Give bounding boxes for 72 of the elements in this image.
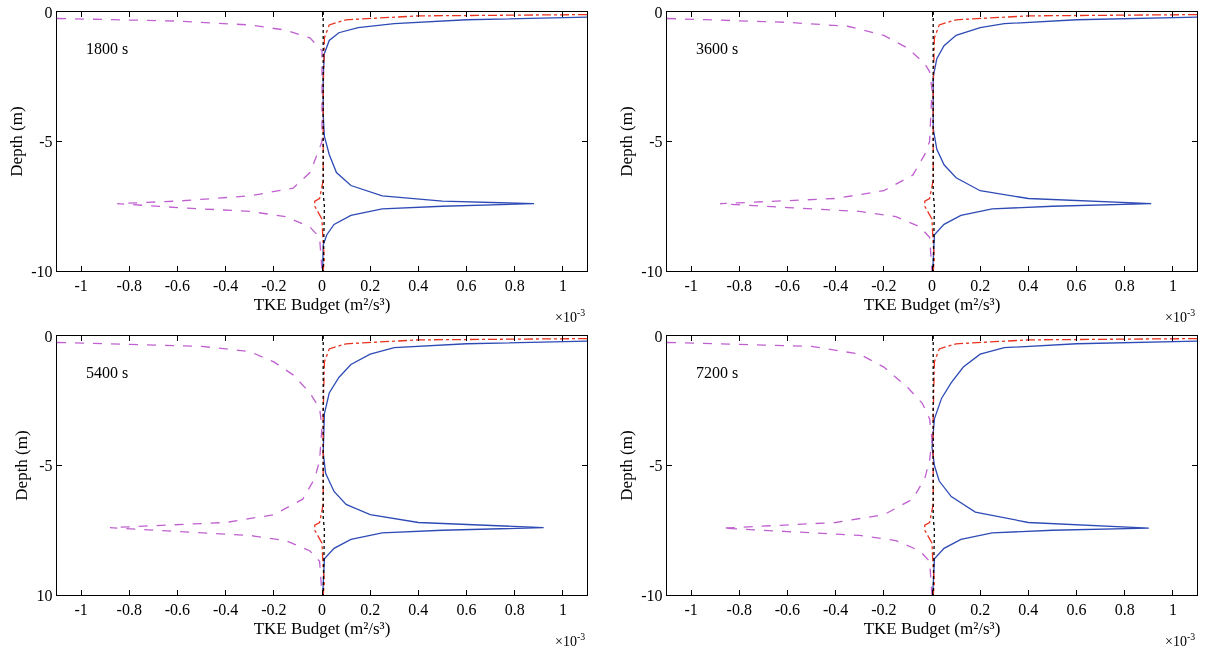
x-tick-label: -1 bbox=[684, 601, 698, 619]
y-tick-label: 0 bbox=[44, 327, 53, 345]
y-tick-label: -10 bbox=[641, 586, 663, 604]
x-tick-label: -0.6 bbox=[164, 277, 191, 295]
x-tick-label: 0 bbox=[318, 601, 326, 619]
annotation: 5400 s bbox=[86, 364, 129, 381]
x-tick-label: -0.2 bbox=[261, 277, 287, 295]
x-tick-label: -0.2 bbox=[871, 277, 897, 295]
x-tick-label: -0.4 bbox=[212, 601, 239, 619]
x-tick-label: -1 bbox=[74, 601, 88, 619]
annotation: 7200 s bbox=[696, 364, 739, 381]
y-axis-title: Depth (m) bbox=[6, 106, 26, 177]
x-tick-label: 0 bbox=[928, 601, 936, 619]
y-tick-label: -5 bbox=[39, 457, 53, 475]
x-tick-label: -0.4 bbox=[822, 277, 849, 295]
x-tick-label: 0.8 bbox=[1114, 277, 1135, 295]
x-tick-label: -1 bbox=[74, 277, 88, 295]
x-tick-label: 0.6 bbox=[456, 277, 477, 295]
x-tick-label: -0.8 bbox=[116, 277, 142, 295]
x-tick-label: 0.2 bbox=[360, 277, 381, 295]
x-tick-label: -0.8 bbox=[726, 601, 752, 619]
x-tick-label: 0.2 bbox=[360, 601, 381, 619]
x-axis-title: TKE Budget (m²/s³) bbox=[863, 294, 1001, 314]
x-axis-title: TKE Budget (m²/s³) bbox=[253, 294, 391, 314]
y-tick-label: 0 bbox=[654, 327, 663, 345]
x-tick-label: 1 bbox=[558, 601, 567, 619]
x-tick-label: 1 bbox=[1168, 601, 1177, 619]
x-tick-label: 0.8 bbox=[1114, 601, 1135, 619]
x-tick-label: 0.2 bbox=[970, 277, 991, 295]
x-tick-label: -0.6 bbox=[164, 601, 191, 619]
y-axis-title: Depth (m) bbox=[616, 106, 636, 177]
x-tick-label: 0.8 bbox=[504, 277, 525, 295]
text: ×10$^{-3}$ bbox=[555, 631, 586, 648]
annotation: 3600 s bbox=[696, 40, 739, 57]
y-tick-label: -10 bbox=[31, 262, 53, 280]
x-tick-label: -0.8 bbox=[116, 601, 142, 619]
x-tick-label: -1 bbox=[684, 277, 698, 295]
text: ×10$^{-3}$ bbox=[555, 307, 586, 325]
x-tick-label: -0.8 bbox=[726, 277, 752, 295]
x-tick-label: -0.2 bbox=[261, 601, 287, 619]
y-tick-label: 10 bbox=[36, 586, 53, 604]
x-tick-label: 0.4 bbox=[408, 277, 429, 295]
x-tick-label: -0.2 bbox=[871, 601, 897, 619]
x-tick-label: -0.6 bbox=[774, 601, 801, 619]
x-tick-label: 1 bbox=[558, 277, 567, 295]
x-axis-title: TKE Budget (m²/s³) bbox=[253, 618, 391, 638]
y-axis-title: Depth (m) bbox=[616, 430, 636, 501]
x-tick-label: 1 bbox=[1168, 277, 1177, 295]
x-tick-label: -0.4 bbox=[212, 277, 239, 295]
y-tick-label: -5 bbox=[649, 457, 663, 475]
text: ×10$^{-3}$ bbox=[1165, 307, 1196, 325]
y-tick-label: 0 bbox=[44, 3, 53, 21]
annotation: 1800 s bbox=[86, 40, 129, 57]
y-tick-label: -5 bbox=[649, 133, 663, 151]
x-axis-title: TKE Budget (m²/s³) bbox=[863, 618, 1001, 638]
y-tick-label: 0 bbox=[654, 3, 663, 21]
x-tick-label: 0.6 bbox=[1066, 277, 1087, 295]
text: ×10$^{-3}$ bbox=[1165, 631, 1196, 648]
x-tick-label: -0.6 bbox=[774, 277, 801, 295]
x-tick-label: 0.4 bbox=[1018, 601, 1039, 619]
x-tick-label: 0 bbox=[318, 277, 326, 295]
x-tick-label: 0 bbox=[928, 277, 936, 295]
x-tick-label: -0.4 bbox=[822, 601, 849, 619]
x-tick-label: 0.4 bbox=[408, 601, 429, 619]
y-tick-label: -5 bbox=[39, 133, 53, 151]
x-tick-label: 0.4 bbox=[1018, 277, 1039, 295]
x-tick-label: 0.6 bbox=[456, 601, 477, 619]
y-axis-title: Depth (m) bbox=[12, 430, 32, 501]
y-tick-label: -10 bbox=[641, 262, 663, 280]
x-tick-label: 0.2 bbox=[970, 601, 991, 619]
x-tick-label: 0.6 bbox=[1066, 601, 1087, 619]
x-tick-label: 0.8 bbox=[504, 601, 525, 619]
